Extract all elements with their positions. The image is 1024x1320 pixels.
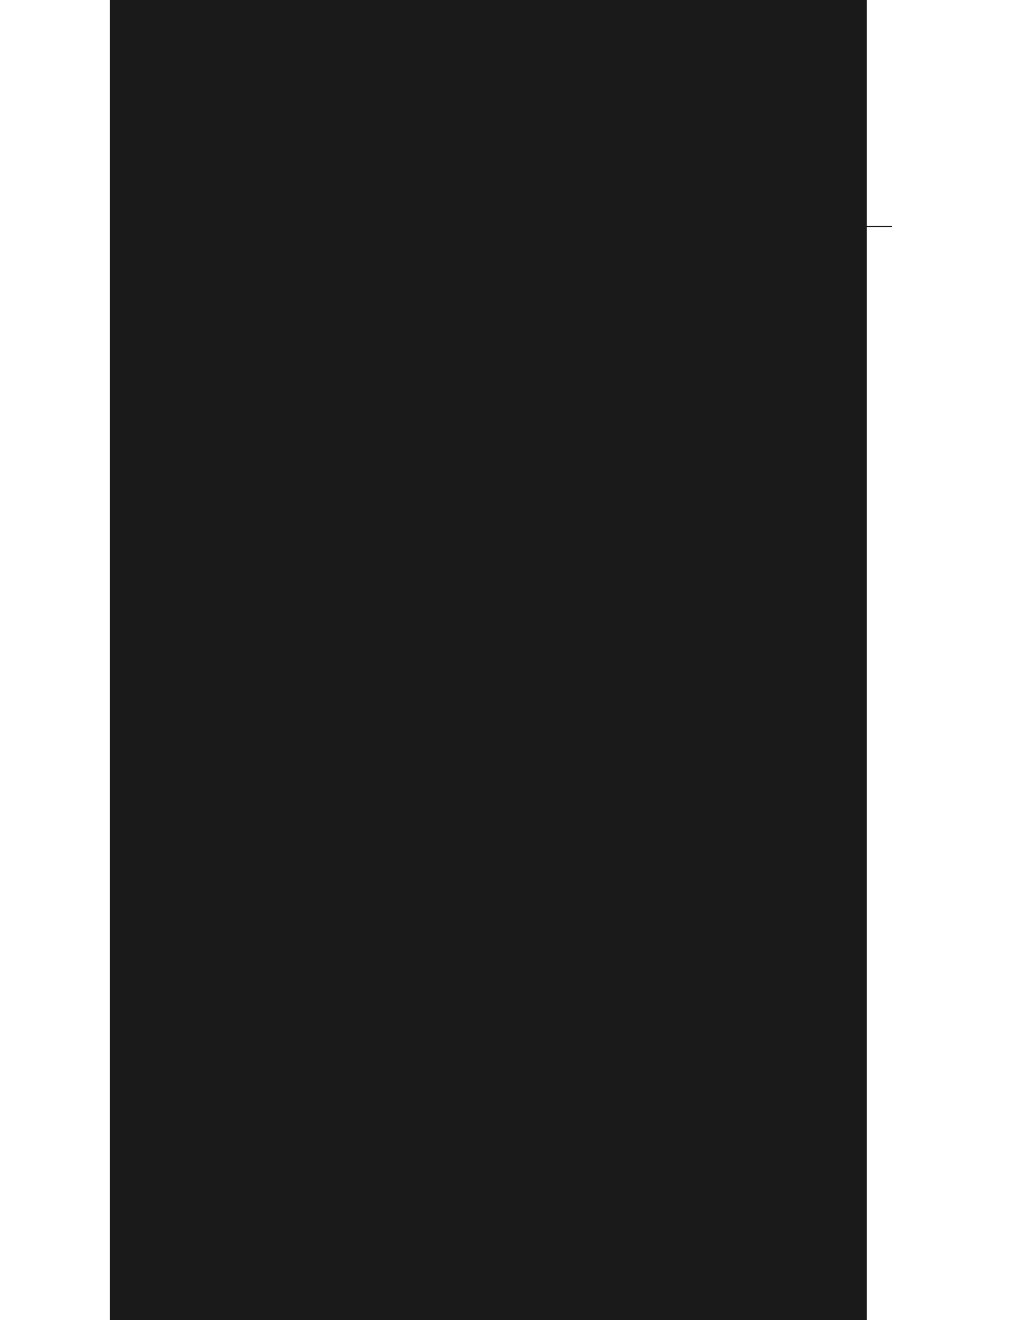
Text: Patent Application Publication: Patent Application Publication (190, 202, 465, 219)
Text: INPUT: INPUT (234, 536, 285, 550)
Text: 300: 300 (263, 313, 296, 327)
Text: OUTPUT: OUTPUT (715, 536, 781, 550)
Bar (213, 498, 306, 590)
Text: FIG. 3: FIG. 3 (552, 935, 666, 968)
Bar (403, 412, 573, 540)
Text: 310: 310 (400, 392, 433, 405)
Bar (403, 578, 573, 689)
Bar (701, 498, 795, 590)
Text: DEFECT
DETECTION
COMPONENT: DEFECT DETECTION COMPONENT (435, 611, 542, 657)
Text: Apr. 16, 2015  Sheet 3 of 11: Apr. 16, 2015 Sheet 3 of 11 (336, 202, 586, 219)
Text: 306: 306 (701, 477, 733, 490)
Text: 302: 302 (356, 360, 388, 375)
Text: 304: 304 (228, 477, 261, 490)
Bar (369, 381, 655, 721)
Text: 320: 320 (385, 557, 417, 572)
Text: REPLACEMENT
SIGNAL
COMPONENT: REPLACEMENT SIGNAL COMPONENT (428, 453, 549, 499)
Text: US 2015/0106679 A1: US 2015/0106679 A1 (669, 202, 858, 219)
